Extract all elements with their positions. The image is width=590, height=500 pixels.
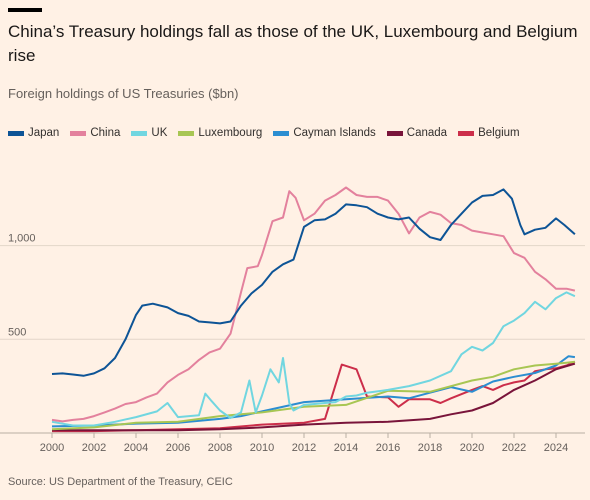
legend-item-canada: Canada bbox=[386, 127, 448, 139]
series-line-canada bbox=[52, 362, 576, 432]
chart-title: China’s Treasury holdings fall as those … bbox=[8, 22, 578, 65]
series-line-uk bbox=[51, 291, 576, 427]
legend-label: Cayman Islands bbox=[293, 127, 376, 139]
legend-label: Japan bbox=[28, 127, 60, 139]
legend-swatch bbox=[273, 130, 290, 136]
legend-item-uk: UK bbox=[131, 127, 167, 139]
series-line-japan bbox=[51, 188, 576, 377]
legend-label: UK bbox=[151, 127, 168, 139]
chart-subtitle: Foreign holdings of US Treasuries ($bn) bbox=[8, 86, 239, 101]
y-tick-label: 500 bbox=[8, 326, 26, 338]
x-tick-label: 2000 bbox=[40, 442, 64, 454]
series-line-cayman-islands bbox=[51, 355, 576, 428]
x-tick-label: 2006 bbox=[166, 442, 190, 454]
legend-swatch bbox=[386, 130, 403, 136]
series-line-belgium bbox=[52, 360, 576, 433]
legend-label: Luxembourg bbox=[198, 127, 263, 139]
x-tick-label: 2018 bbox=[418, 442, 442, 454]
legend-item-luxembourg: Luxembourg bbox=[178, 127, 262, 139]
x-tick-label: 2022 bbox=[502, 442, 526, 454]
series-line-china bbox=[51, 186, 576, 423]
x-tick-label: 2014 bbox=[334, 442, 358, 454]
x-tick-label: 2010 bbox=[250, 442, 274, 454]
legend-swatch bbox=[70, 130, 87, 136]
legend-item-japan: Japan bbox=[8, 127, 59, 139]
legend-swatch bbox=[8, 130, 24, 136]
line-chart: 500 1,000 2000 2002 2004 2006 2008 2010 2012 2014… bbox=[0, 186, 585, 454]
x-tick-label: 2020 bbox=[460, 442, 484, 454]
x-tick-label: 2008 bbox=[208, 442, 232, 454]
legend-swatch bbox=[131, 130, 148, 136]
x-tick-label: 2016 bbox=[376, 442, 400, 454]
legend-label: China bbox=[90, 127, 121, 139]
legend-swatch bbox=[178, 130, 195, 136]
x-tick-label: 2012 bbox=[292, 442, 316, 454]
x-tick-label: 2024 bbox=[544, 442, 568, 454]
legend-swatch bbox=[458, 130, 475, 136]
legend-item-cayman-islands: Cayman Islands bbox=[273, 127, 376, 139]
legend-label: Canada bbox=[406, 127, 448, 139]
brand-bar bbox=[8, 8, 42, 12]
y-tick-label: 1,000 bbox=[8, 233, 36, 245]
x-tick-label: 2004 bbox=[124, 442, 148, 454]
legend-item-china: China bbox=[70, 127, 120, 139]
legend-label: Belgium bbox=[478, 127, 520, 139]
chart-legend: Japan China UK Luxembourg Cayman Islands Cana… bbox=[8, 127, 588, 139]
source-note: Source: US Department of the Treasury, C… bbox=[8, 476, 233, 488]
legend-item-belgium: Belgium bbox=[458, 127, 520, 139]
x-tick-label: 2002 bbox=[82, 442, 106, 454]
